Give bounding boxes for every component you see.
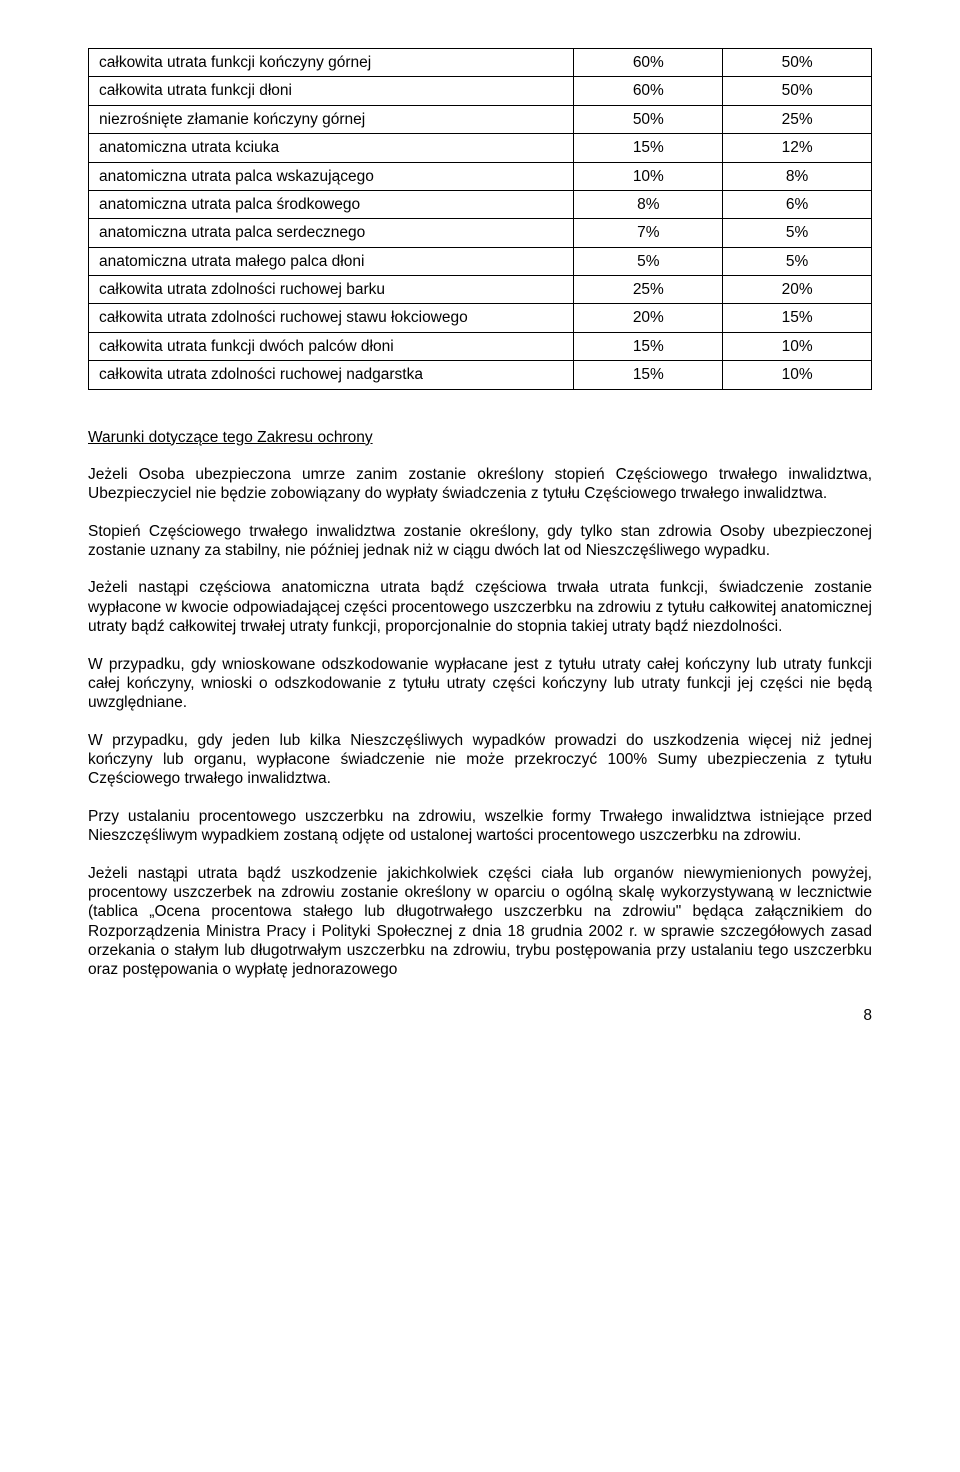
row-value-2: 25% xyxy=(723,105,872,133)
table-row: anatomiczna utrata małego palca dłoni5%5… xyxy=(89,247,872,275)
row-value-1: 15% xyxy=(574,361,723,389)
table-row: anatomiczna utrata palca wskazującego10%… xyxy=(89,162,872,190)
body-paragraph: Jeżeli nastąpi utrata bądź uszkodzenie j… xyxy=(88,864,872,980)
row-value-2: 10% xyxy=(723,361,872,389)
row-value-2: 50% xyxy=(723,77,872,105)
row-description: całkowita utrata zdolności ruchowej nadg… xyxy=(89,361,574,389)
row-value-1: 7% xyxy=(574,219,723,247)
row-value-1: 25% xyxy=(574,276,723,304)
row-description: całkowita utrata zdolności ruchowej staw… xyxy=(89,304,574,332)
row-value-1: 20% xyxy=(574,304,723,332)
row-description: anatomiczna utrata palca serdecznego xyxy=(89,219,574,247)
row-description: całkowita utrata zdolności ruchowej bark… xyxy=(89,276,574,304)
row-description: całkowita utrata funkcji dłoni xyxy=(89,77,574,105)
row-value-1: 15% xyxy=(574,332,723,360)
body-paragraph: Stopień Częściowego trwałego inwalidztwa… xyxy=(88,522,872,561)
row-value-2: 50% xyxy=(723,49,872,77)
row-description: anatomiczna utrata palca środkowego xyxy=(89,190,574,218)
table-row: całkowita utrata zdolności ruchowej bark… xyxy=(89,276,872,304)
table-row: anatomiczna utrata kciuka15%12% xyxy=(89,134,872,162)
row-value-2: 5% xyxy=(723,219,872,247)
body-paragraph: W przypadku, gdy wnioskowane odszkodowan… xyxy=(88,655,872,713)
row-value-2: 5% xyxy=(723,247,872,275)
table-row: anatomiczna utrata palca środkowego8%6% xyxy=(89,190,872,218)
table-row: całkowita utrata funkcji dwóch palców dł… xyxy=(89,332,872,360)
table-row: całkowita utrata zdolności ruchowej staw… xyxy=(89,304,872,332)
row-value-2: 8% xyxy=(723,162,872,190)
table-row: całkowita utrata zdolności ruchowej nadg… xyxy=(89,361,872,389)
row-value-1: 5% xyxy=(574,247,723,275)
row-value-1: 60% xyxy=(574,77,723,105)
row-value-2: 12% xyxy=(723,134,872,162)
row-description: całkowita utrata funkcji dwóch palców dł… xyxy=(89,332,574,360)
table-row: całkowita utrata funkcji kończyny górnej… xyxy=(89,49,872,77)
row-value-2: 15% xyxy=(723,304,872,332)
row-value-1: 50% xyxy=(574,105,723,133)
table-row: niezrośnięte złamanie kończyny górnej50%… xyxy=(89,105,872,133)
row-value-1: 8% xyxy=(574,190,723,218)
row-value-1: 10% xyxy=(574,162,723,190)
row-description: anatomiczna utrata palca wskazującego xyxy=(89,162,574,190)
row-description: niezrośnięte złamanie kończyny górnej xyxy=(89,105,574,133)
disability-table: całkowita utrata funkcji kończyny górnej… xyxy=(88,48,872,390)
section-heading: Warunki dotyczące tego Zakresu ochrony xyxy=(88,428,872,447)
row-value-1: 15% xyxy=(574,134,723,162)
row-description: anatomiczna utrata małego palca dłoni xyxy=(89,247,574,275)
row-description: całkowita utrata funkcji kończyny górnej xyxy=(89,49,574,77)
body-paragraph: Jeżeli Osoba ubezpieczona umrze zanim zo… xyxy=(88,465,872,504)
row-description: anatomiczna utrata kciuka xyxy=(89,134,574,162)
body-paragraph: Przy ustalaniu procentowego uszczerbku n… xyxy=(88,807,872,846)
table-row: anatomiczna utrata palca serdecznego7%5% xyxy=(89,219,872,247)
row-value-2: 10% xyxy=(723,332,872,360)
table-row: całkowita utrata funkcji dłoni60%50% xyxy=(89,77,872,105)
body-paragraph: W przypadku, gdy jeden lub kilka Nieszcz… xyxy=(88,731,872,789)
row-value-2: 6% xyxy=(723,190,872,218)
row-value-1: 60% xyxy=(574,49,723,77)
page-number: 8 xyxy=(88,1006,872,1025)
row-value-2: 20% xyxy=(723,276,872,304)
body-paragraph: Jeżeli nastąpi częściowa anatomiczna utr… xyxy=(88,578,872,636)
